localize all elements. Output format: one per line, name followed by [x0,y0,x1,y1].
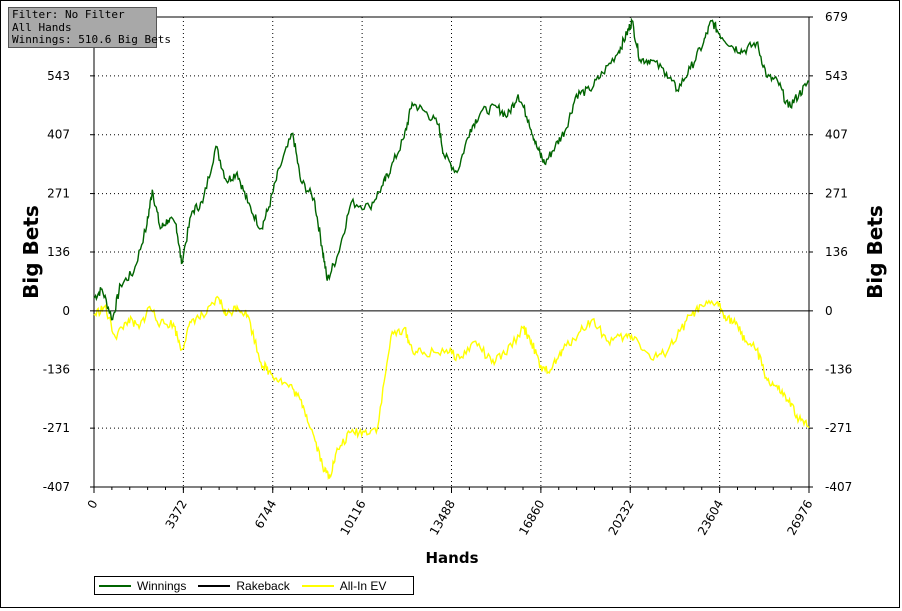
legend: Winnings Rakeback All-In EV [94,576,414,595]
plot-area [93,16,810,488]
y-tick-label-left: 543 [47,69,70,83]
y-tick-label-right: 271 [825,187,848,201]
info-filter: Filter: No Filter [12,8,125,21]
y-tick-label-right: 0 [825,304,833,318]
series-group [93,17,810,481]
y-tick-label-right: -407 [825,480,852,494]
y-tick-label-left: -271 [43,421,70,435]
y-axis-title-right: Big Bets [863,205,887,299]
y-tick-label-right: 136 [825,245,848,259]
x-axis-title: Hands [425,549,478,567]
x-tick-label: 6744 [252,498,279,531]
y-tick-label-right: -136 [825,363,852,377]
x-tick-label: 10116 [338,498,369,538]
y-tick-label-left: 407 [47,128,70,142]
x-tick-label: 0 [85,498,101,512]
legend-swatch-winnings [99,584,131,587]
series-line-all-in-ev [93,295,810,481]
legend-item-rakeback: Rakeback [198,578,290,593]
y-tick-label-left: -407 [43,480,70,494]
legend-swatch-all-in-ev [301,584,334,587]
info-hands: All Hands [12,20,72,34]
legend-swatch-rakeback [198,584,231,587]
info-box: Filter: No Filter All Hands Winnings: 51… [8,7,171,48]
legend-item-all-in-ev: All-In EV [301,578,387,593]
series-line-winnings [93,17,810,321]
info-winnings: Winnings: 510.6 Big Bets [12,33,171,46]
y-tick-label-right: 543 [825,69,848,83]
x-tick-label: 16860 [516,498,547,538]
y-axis-right: 679 543 407 271 136 0 -136 -271 -407 [809,10,852,494]
x-tick-label: 23604 [695,498,726,538]
y-axis-title-left: Big Bets [19,205,43,299]
y-tick-label-left: 0 [62,304,70,318]
x-tick-label: 26976 [784,498,815,538]
x-tick-label: 13488 [427,498,458,538]
y-tick-label-left: 136 [47,245,70,259]
legend-item-winnings: Winnings [99,579,186,593]
x-tick-label: 20232 [606,498,637,538]
y-tick-label-right: -271 [825,421,852,435]
y-tick-label-left: 271 [47,187,70,201]
legend-label-winnings: Winnings [137,578,187,593]
y-tick-label-right: 407 [825,128,848,142]
legend-label-rakeback: Rakeback [236,578,290,593]
x-tick-label: 3372 [163,498,190,531]
y-tick-label-left: -136 [43,363,70,377]
y-tick-label-right: 679 [825,10,848,24]
legend-label-all-in-ev: All-In EV [339,578,387,593]
x-axis: 0 3372 6744 10116 13488 16860 20232 23604 26976 [85,487,816,538]
